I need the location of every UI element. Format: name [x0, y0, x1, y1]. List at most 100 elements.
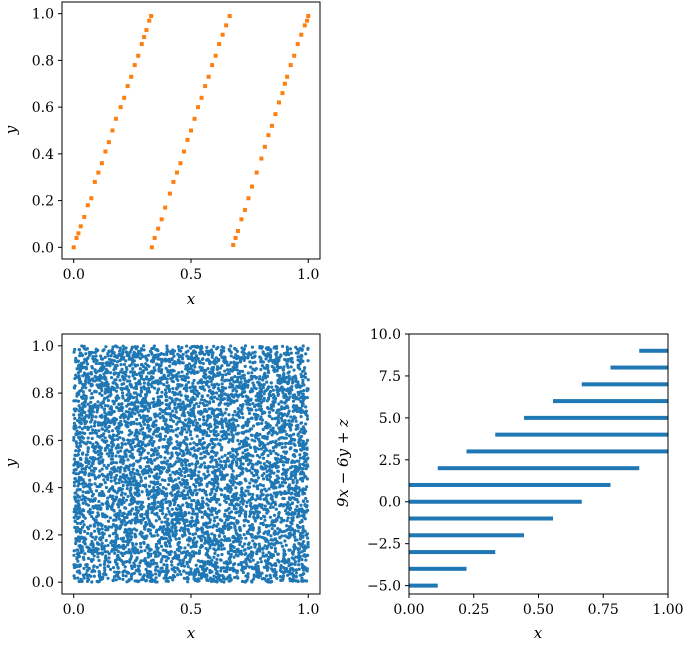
- data-point: [109, 516, 112, 519]
- data-point: [259, 418, 262, 421]
- data-point: [94, 375, 97, 378]
- data-point: [141, 501, 144, 504]
- data-point: [104, 525, 107, 528]
- data-point: [96, 555, 99, 558]
- data-point: [96, 359, 99, 362]
- data-point: [227, 550, 230, 553]
- data-point: [93, 424, 96, 427]
- data-point: [212, 445, 215, 448]
- data-point: [188, 486, 191, 489]
- data-point: [101, 381, 104, 384]
- data-point: [178, 161, 182, 165]
- data-point: [184, 524, 187, 527]
- data-point: [251, 454, 254, 457]
- data-point: [233, 410, 236, 413]
- data-point: [107, 387, 110, 390]
- data-point: [198, 361, 201, 364]
- data-point: [190, 499, 193, 502]
- data-point: [127, 396, 130, 399]
- data-point: [305, 410, 308, 413]
- data-point: [248, 360, 251, 363]
- data-point: [78, 416, 81, 419]
- data-point: [125, 574, 128, 577]
- data-point: [189, 386, 192, 389]
- data-point: [243, 519, 246, 522]
- data-point: [290, 471, 293, 474]
- data-point: [207, 75, 211, 79]
- data-point: [91, 396, 94, 399]
- data-point: [142, 344, 145, 347]
- data-point: [227, 433, 230, 436]
- data-point: [81, 427, 84, 430]
- data-point: [254, 351, 257, 354]
- data-point: [136, 54, 140, 58]
- data-point: [282, 463, 285, 466]
- data-point: [93, 457, 96, 460]
- data-point: [196, 422, 199, 425]
- data-point: [294, 473, 297, 476]
- data-point: [304, 372, 307, 375]
- data-point: [250, 556, 253, 559]
- data-point: [233, 517, 236, 520]
- data-point: [265, 424, 268, 427]
- data-point: [73, 417, 76, 420]
- data-point: [124, 560, 127, 563]
- data-point: [83, 372, 86, 375]
- data-point: [177, 403, 180, 406]
- data-point: [165, 579, 168, 582]
- data-point: [190, 520, 193, 523]
- data-point: [202, 489, 205, 492]
- data-point: [190, 437, 193, 440]
- data-point: [140, 409, 143, 412]
- data-point: [225, 393, 228, 396]
- data-point: [140, 521, 143, 524]
- data-point: [119, 347, 122, 350]
- data-point: [239, 481, 242, 484]
- data-point: [205, 577, 208, 580]
- data-point: [100, 502, 103, 505]
- data-point: [163, 460, 166, 463]
- data-point: [286, 506, 289, 509]
- data-point: [266, 539, 269, 542]
- data-point: [86, 441, 89, 444]
- data-point: [246, 384, 249, 387]
- data-point: [95, 536, 98, 539]
- data-point: [221, 474, 224, 477]
- data-point: [289, 434, 292, 437]
- data-point: [264, 505, 267, 508]
- data-point: [144, 28, 148, 32]
- data-point: [206, 470, 209, 473]
- data-point: [266, 478, 269, 481]
- data-point: [283, 503, 286, 506]
- data-point: [82, 556, 85, 559]
- data-point: [227, 363, 230, 366]
- data-point: [223, 397, 226, 400]
- data-point: [285, 450, 288, 453]
- data-point: [110, 413, 113, 416]
- data-point: [76, 576, 79, 579]
- data-point: [221, 455, 224, 458]
- data-point: [171, 410, 174, 413]
- data-point: [107, 525, 110, 528]
- data-point: [302, 389, 305, 392]
- data-point: [163, 456, 166, 459]
- data-point: [117, 567, 120, 570]
- data-point: [156, 357, 159, 360]
- data-point: [146, 563, 149, 566]
- data-point: [271, 417, 274, 420]
- data-point: [118, 517, 121, 520]
- data-point: [182, 489, 185, 492]
- data-point: [130, 564, 133, 567]
- data-point: [142, 541, 145, 544]
- data-point: [258, 444, 261, 447]
- data-point: [175, 447, 178, 450]
- data-point: [263, 487, 266, 490]
- data-point: [89, 550, 92, 553]
- data-point: [183, 546, 186, 549]
- data-point: [189, 474, 192, 477]
- data-point: [202, 418, 205, 421]
- data-point: [121, 348, 124, 351]
- data-point: [211, 351, 214, 354]
- data-point: [181, 357, 184, 360]
- data-point: [289, 389, 292, 392]
